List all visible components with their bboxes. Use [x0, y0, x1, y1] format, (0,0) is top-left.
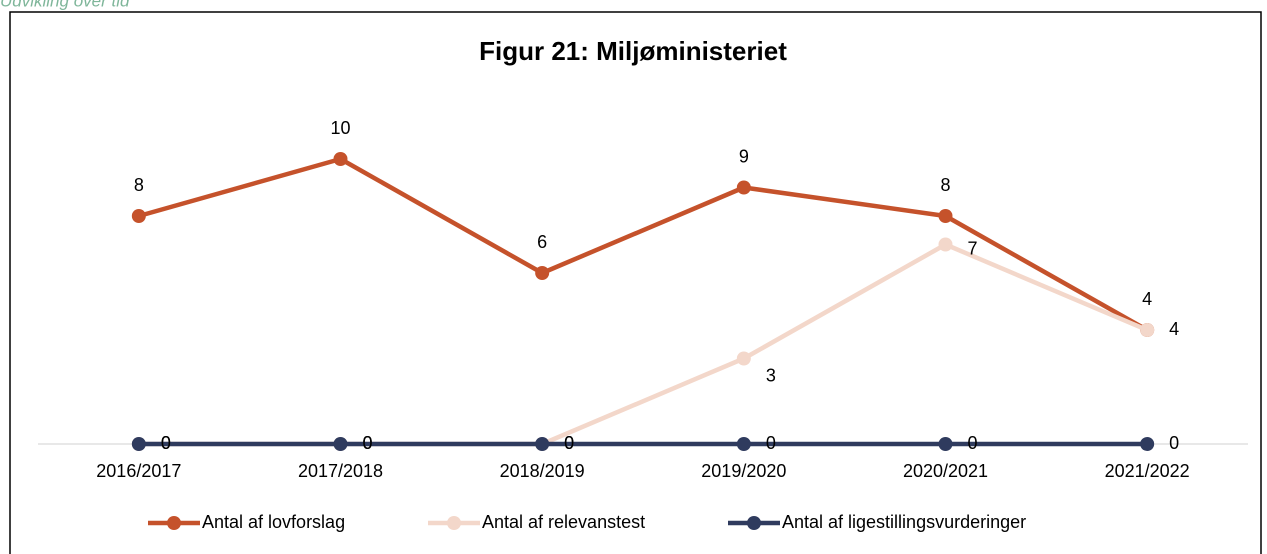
- point: [333, 152, 348, 166]
- point: [736, 351, 751, 366]
- legend-marker: [747, 516, 761, 530]
- legend-label: Antal af ligestillingsvurderinger: [782, 512, 1026, 532]
- point: [535, 437, 550, 451]
- data-label: 0: [968, 433, 978, 453]
- point: [131, 209, 146, 223]
- legend-label: Antal af lovforslag: [202, 512, 345, 532]
- legend-marker: [447, 516, 461, 530]
- data-label: 8: [940, 175, 950, 195]
- point: [938, 437, 953, 451]
- point: [535, 266, 550, 280]
- data-label: 0: [766, 433, 776, 453]
- x-tick-label: 2018/2019: [500, 461, 585, 481]
- data-label: 3: [766, 365, 776, 385]
- legend-label: Antal af relevanstest: [482, 512, 645, 532]
- point: [736, 437, 751, 451]
- chart-title: Figur 21: Miljøministeriet: [479, 36, 787, 66]
- data-label: 8: [134, 175, 144, 195]
- caption: Udvikling over tid: [0, 0, 130, 10]
- x-tick-label: 2021/2022: [1105, 461, 1190, 481]
- data-label: 10: [330, 118, 350, 138]
- x-tick-label: 2020/2021: [903, 461, 988, 481]
- point: [1140, 323, 1155, 337]
- x-tick-label: 2019/2020: [701, 461, 786, 481]
- x-tick-label: 2016/2017: [96, 461, 181, 481]
- point: [736, 180, 751, 195]
- legend-marker: [167, 516, 181, 530]
- data-label: 9: [739, 146, 749, 166]
- data-label: 4: [1169, 319, 1179, 339]
- point: [938, 209, 953, 223]
- x-tick-label: 2017/2018: [298, 461, 383, 481]
- data-label: 7: [968, 238, 978, 258]
- point: [1140, 437, 1155, 451]
- chart-frame: [9, 11, 1262, 554]
- point: [131, 437, 146, 451]
- point: [333, 437, 348, 451]
- data-label: 0: [1169, 433, 1179, 453]
- point: [938, 237, 953, 252]
- data-label: 0: [161, 433, 171, 453]
- data-label: 0: [564, 433, 574, 453]
- data-label: 6: [537, 232, 547, 252]
- data-label: 4: [1142, 289, 1152, 309]
- data-label: 0: [363, 433, 373, 453]
- series-line: [138, 156, 1149, 332]
